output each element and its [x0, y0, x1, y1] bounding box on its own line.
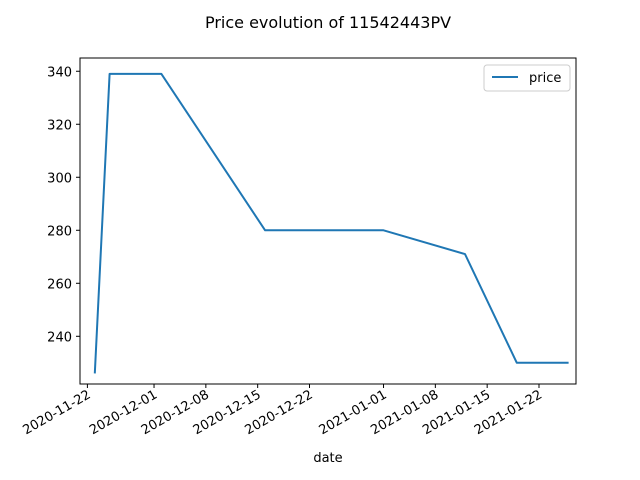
x-axis: 2020-11-222020-12-012020-12-082020-12-15… [20, 384, 545, 438]
plot-area [93, 72, 569, 374]
legend: price [483, 64, 571, 92]
x-tick-label: 2020-11-22 [20, 387, 93, 438]
legend-box [483, 64, 571, 92]
chart-title: Price evolution of 11542443PV [205, 13, 451, 32]
axes-frame [79, 57, 577, 385]
legend-label-price: price [529, 71, 561, 86]
y-tick-label: 240 [47, 330, 72, 345]
y-tick-label: 320 [47, 118, 72, 133]
y-tick-label: 260 [47, 277, 72, 292]
series-line-price [93, 72, 569, 374]
y-tick-label: 300 [47, 171, 72, 186]
y-axis: 240 260 280 300 320 340 [47, 65, 80, 345]
y-tick-label: 340 [47, 65, 72, 80]
y-tick-label: 280 [47, 224, 72, 239]
x-axis-label: date [313, 451, 342, 466]
